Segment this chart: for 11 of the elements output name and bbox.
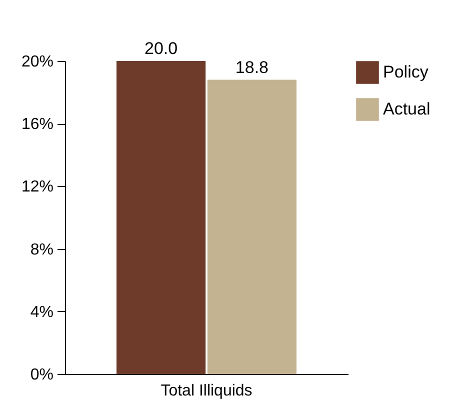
y-tick-label: 16%: [21, 116, 54, 134]
data-label: 20.0: [144, 39, 178, 58]
y-tick-label: 8%: [30, 241, 54, 258]
legend-label: Actual: [383, 100, 430, 118]
x-tick-label: Total Illiquids: [160, 382, 252, 400]
y-tick-label: 20%: [21, 54, 54, 70]
legend-label: Policy: [383, 62, 429, 82]
y-tick-label: 4%: [30, 304, 54, 321]
y-tick-label: 0%: [30, 366, 54, 384]
data-label: 18.8: [235, 58, 269, 77]
y-tick-label: 12%: [21, 178, 54, 196]
